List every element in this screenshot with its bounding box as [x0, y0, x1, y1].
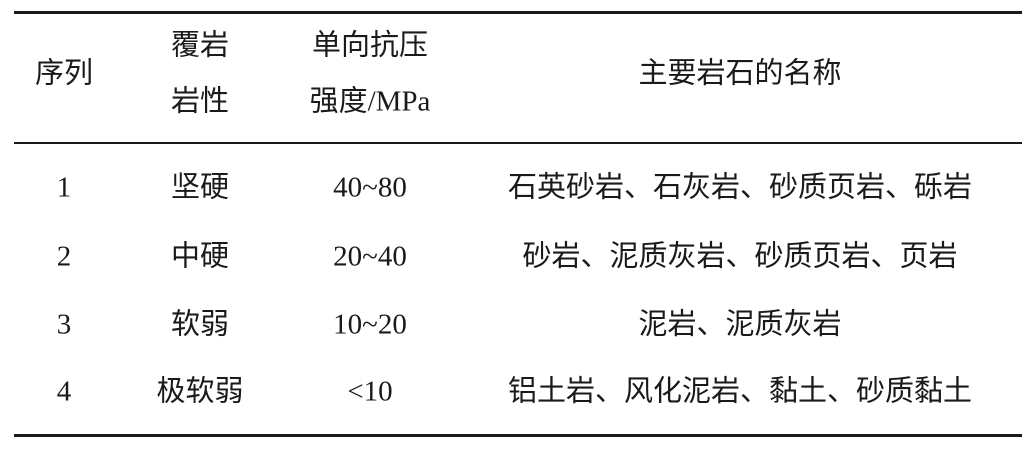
bottom-rule: [14, 434, 1022, 437]
cell-rock-names: 铝土岩、风化泥岩、黏土、砂质黏土: [507, 375, 973, 408]
cell-rock-names: 石英砂岩、石灰岩、砂质页岩、砾岩: [507, 171, 973, 204]
cell-rock-type: 软弱: [170, 308, 230, 341]
header-strength-line1: 单向抗压: [311, 29, 429, 62]
cell-rock-names: 砂岩、泥质灰岩、砂质页岩、页岩: [522, 240, 958, 273]
top-rule: [14, 11, 1022, 14]
cell-strength: <10: [347, 375, 393, 408]
cell-index: 4: [56, 375, 72, 408]
cell-index: 3: [56, 308, 72, 341]
header-rock-names: 主要岩石的名称: [638, 57, 842, 90]
header-rock-type-line1: 覆岩: [170, 29, 230, 62]
header-strength-line2: 强度/MPa: [309, 85, 431, 118]
cell-rock-type: 坚硬: [170, 171, 230, 204]
cell-rock-names: 泥岩、泥质灰岩: [638, 308, 842, 341]
cell-rock-type: 中硬: [170, 240, 230, 273]
cell-index: 1: [56, 171, 72, 204]
cell-strength: 40~80: [333, 171, 407, 204]
header-index: 序列: [34, 57, 94, 90]
cell-strength: 10~20: [333, 308, 407, 341]
cell-strength: 20~40: [333, 240, 407, 273]
cell-index: 2: [56, 240, 72, 273]
cell-rock-type: 极软弱: [156, 375, 244, 408]
header-rule: [14, 142, 1022, 144]
header-rock-type-line2: 岩性: [170, 85, 230, 118]
